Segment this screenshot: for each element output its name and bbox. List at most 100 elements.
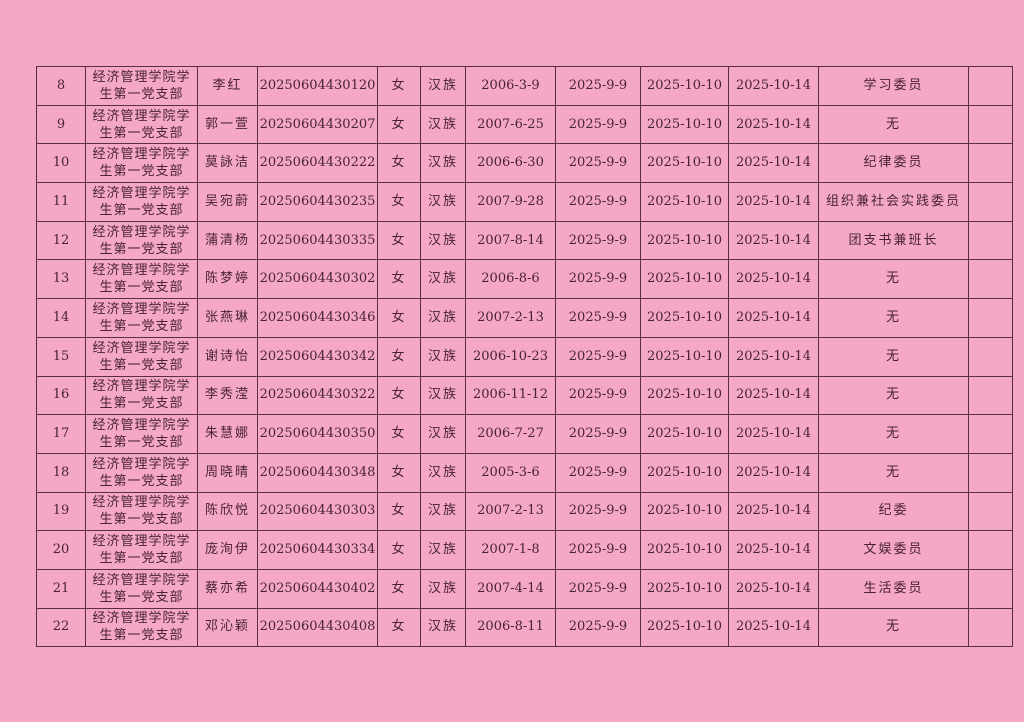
gender-cell: 女 — [377, 66, 421, 106]
ethnicity-cell: 汉族 — [420, 607, 466, 648]
row-number-cell: 20 — [36, 530, 86, 570]
date-2-cell: 2025-10-10 — [640, 607, 729, 648]
role-cell: 无 — [818, 259, 969, 300]
date-2-cell: 2025-10-10 — [640, 336, 729, 377]
note-cell — [968, 259, 1013, 300]
date-3-cell: 2025-10-14 — [728, 607, 819, 648]
gender-cell: 女 — [377, 530, 421, 570]
student-name-cell: 陈梦婷 — [197, 259, 258, 300]
date-2-cell: 2025-10-10 — [640, 452, 729, 493]
date-1-cell: 2025-9-9 — [555, 259, 641, 300]
date-3-cell: 2025-10-14 — [728, 298, 819, 338]
student-id-cell: 20250604430350 — [257, 414, 378, 454]
row-number-cell: 15 — [36, 336, 86, 377]
gender-cell: 女 — [377, 143, 421, 184]
date-3-cell: 2025-10-14 — [728, 491, 819, 532]
party-branch-cell: 经济管理学院学生第一党支部 — [85, 259, 198, 300]
ethnicity-cell: 汉族 — [420, 259, 466, 300]
birth-date-cell: 2007-9-28 — [465, 182, 556, 222]
student-name-cell: 陈欣悦 — [197, 491, 258, 532]
role-cell: 纪委 — [818, 491, 969, 532]
party-branch-cell: 经济管理学院学生第一党支部 — [85, 568, 198, 609]
ethnicity-cell: 汉族 — [420, 568, 466, 609]
gender-cell: 女 — [377, 375, 421, 416]
row-number-cell: 8 — [36, 66, 86, 106]
student-name-cell: 谢诗怡 — [197, 336, 258, 377]
date-1-cell: 2025-9-9 — [555, 414, 641, 454]
role-cell: 组织兼社会实践委员 — [818, 182, 969, 222]
birth-date-cell: 2006-8-11 — [465, 607, 556, 648]
student-name-cell: 蒲清杨 — [197, 220, 258, 261]
date-1-cell: 2025-9-9 — [555, 375, 641, 416]
row-number-cell: 14 — [36, 298, 86, 338]
row-number-cell: 21 — [36, 568, 86, 609]
row-number-cell: 16 — [36, 375, 86, 416]
date-1-cell: 2025-9-9 — [555, 530, 641, 570]
role-cell: 无 — [818, 336, 969, 377]
student-id-cell: 20250604430402 — [257, 568, 378, 609]
birth-date-cell: 2006-3-9 — [465, 66, 556, 106]
date-2-cell: 2025-10-10 — [640, 491, 729, 532]
date-1-cell: 2025-9-9 — [555, 607, 641, 648]
date-3-cell: 2025-10-14 — [728, 220, 819, 261]
role-cell: 无 — [818, 414, 969, 454]
date-2-cell: 2025-10-10 — [640, 182, 729, 222]
student-name-cell: 莫詠洁 — [197, 143, 258, 184]
table-row: 20 经济管理学院学生第一党支部 庞洵伊 20250604430334 女汉族 2007-… — [36, 530, 1013, 570]
student-id-cell: 20250604430120 — [257, 66, 378, 106]
birth-date-cell: 2007-2-13 — [465, 298, 556, 338]
date-2-cell: 2025-10-10 — [640, 530, 729, 570]
note-cell — [968, 298, 1013, 338]
birth-date-cell: 2006-6-30 — [465, 143, 556, 184]
student-id-cell: 20250604430222 — [257, 143, 378, 184]
party-branch-cell: 经济管理学院学生第一党支部 — [85, 414, 198, 454]
table-row: 15 经济管理学院学生第一党支部 谢诗怡 20250604430342 女汉族 2006-… — [36, 336, 1013, 377]
row-number-cell: 19 — [36, 491, 86, 532]
gender-cell: 女 — [377, 259, 421, 300]
table-row: 18 经济管理学院学生第一党支部 周晓晴 20250604430348 女汉族 2005-… — [36, 452, 1013, 493]
party-branch-cell: 经济管理学院学生第一党支部 — [85, 298, 198, 338]
ethnicity-cell: 汉族 — [420, 336, 466, 377]
row-number-cell: 22 — [36, 607, 86, 648]
date-2-cell: 2025-10-10 — [640, 375, 729, 416]
party-branch-cell: 经济管理学院学生第一党支部 — [85, 66, 198, 106]
student-name-cell: 蔡亦希 — [197, 568, 258, 609]
gender-cell: 女 — [377, 104, 421, 145]
party-branch-cell: 经济管理学院学生第一党支部 — [85, 143, 198, 184]
role-cell: 学习委员 — [818, 66, 969, 106]
role-cell: 无 — [818, 607, 969, 648]
birth-date-cell: 2006-10-23 — [465, 336, 556, 377]
row-number-cell: 17 — [36, 414, 86, 454]
note-cell — [968, 414, 1013, 454]
date-1-cell: 2025-9-9 — [555, 491, 641, 532]
note-cell — [968, 568, 1013, 609]
date-3-cell: 2025-10-14 — [728, 143, 819, 184]
ethnicity-cell: 汉族 — [420, 375, 466, 416]
ethnicity-cell: 汉族 — [420, 491, 466, 532]
party-branch-cell: 经济管理学院学生第一党支部 — [85, 452, 198, 493]
table-row: 13 经济管理学院学生第一党支部 陈梦婷 20250604430302 女汉族 2006-… — [36, 259, 1013, 300]
birth-date-cell: 2007-2-13 — [465, 491, 556, 532]
table-row: 9 经济管理学院学生第一党支部 郭一萱 20250604430207 女汉族 2007-6… — [36, 104, 1013, 145]
party-branch-cell: 经济管理学院学生第一党支部 — [85, 375, 198, 416]
ethnicity-cell: 汉族 — [420, 414, 466, 454]
row-number-cell: 18 — [36, 452, 86, 493]
date-2-cell: 2025-10-10 — [640, 104, 729, 145]
date-3-cell: 2025-10-14 — [728, 452, 819, 493]
date-3-cell: 2025-10-14 — [728, 336, 819, 377]
gender-cell: 女 — [377, 607, 421, 648]
student-name-cell: 张燕琳 — [197, 298, 258, 338]
date-3-cell: 2025-10-14 — [728, 375, 819, 416]
student-id-cell: 20250604430346 — [257, 298, 378, 338]
gender-cell: 女 — [377, 568, 421, 609]
gender-cell: 女 — [377, 452, 421, 493]
gender-cell: 女 — [377, 220, 421, 261]
note-cell — [968, 607, 1013, 648]
row-number-cell: 13 — [36, 259, 86, 300]
note-cell — [968, 530, 1013, 570]
student-id-cell: 20250604430342 — [257, 336, 378, 377]
table-row: 12 经济管理学院学生第一党支部 蒲清杨 20250604430335 女汉族 2007-… — [36, 220, 1013, 261]
role-cell: 无 — [818, 298, 969, 338]
date-1-cell: 2025-9-9 — [555, 66, 641, 106]
student-id-cell: 20250604430334 — [257, 530, 378, 570]
